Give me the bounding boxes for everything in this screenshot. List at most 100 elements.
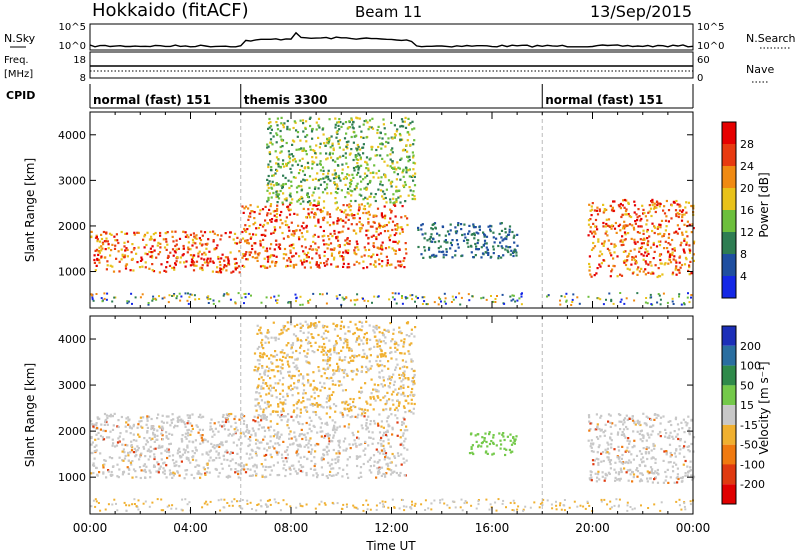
echo-cell <box>383 432 385 434</box>
echo-cell <box>300 373 302 375</box>
echo-cell <box>274 442 276 444</box>
echo-cell <box>422 233 424 235</box>
echo-cell <box>353 131 355 133</box>
echo-cell <box>385 403 387 405</box>
echo-cell <box>367 416 369 418</box>
echo-cell <box>475 254 477 256</box>
echo-cell <box>185 231 187 233</box>
echo-cell <box>377 177 379 179</box>
echo-cell <box>637 241 639 243</box>
echo-cell <box>256 454 258 456</box>
echo-cell <box>684 441 686 443</box>
echo-cell <box>257 440 259 442</box>
echo-cell <box>402 260 404 262</box>
echo-cell <box>359 329 361 331</box>
echo-cell <box>225 256 227 258</box>
echo-cell <box>272 411 274 413</box>
echo-cell <box>201 453 203 455</box>
echo-cell <box>293 213 295 215</box>
echo-cell <box>383 329 385 331</box>
echo-cell <box>373 465 375 467</box>
echo-cell <box>356 246 358 248</box>
echo-cell <box>282 175 284 177</box>
echo-cell <box>513 295 515 297</box>
echo-cell <box>607 225 609 227</box>
echo-cell <box>172 413 174 415</box>
echo-cell <box>650 294 652 296</box>
echo-cell <box>93 462 95 464</box>
echo-cell <box>189 415 191 417</box>
echo-cell <box>307 324 309 326</box>
echo-cell <box>263 224 265 226</box>
echo-cell <box>365 428 367 430</box>
echo-cell <box>665 432 667 434</box>
echo-cell <box>392 399 394 401</box>
echo-cell <box>651 201 653 203</box>
echo-cell <box>330 233 332 235</box>
echo-cell <box>131 243 133 245</box>
echo-cell <box>454 254 456 256</box>
echo-cell <box>675 259 677 261</box>
echo-cell <box>217 454 219 456</box>
echo-cell <box>379 360 381 362</box>
echo-cell <box>624 260 626 262</box>
echo-cell <box>477 239 479 241</box>
echo-cell <box>647 302 649 304</box>
echo-cell <box>320 226 322 228</box>
echo-cell <box>380 356 382 358</box>
echo-cell <box>314 188 316 190</box>
echo-cell <box>645 215 647 217</box>
echo-cell <box>334 202 336 204</box>
echo-cell <box>126 300 128 302</box>
echo-cell <box>392 137 394 139</box>
echo-cell <box>652 204 654 206</box>
echo-cell <box>336 363 338 365</box>
echo-cell <box>274 210 276 212</box>
echo-cell <box>355 232 357 234</box>
echo-cell <box>135 454 137 456</box>
echo-cell <box>395 198 397 200</box>
echo-cell <box>515 254 517 256</box>
echo-cell <box>315 248 317 250</box>
echo-cell <box>95 424 97 426</box>
echo-cell <box>241 205 243 207</box>
echo-cell <box>101 238 103 240</box>
echo-cell <box>666 225 668 227</box>
echo-cell <box>318 126 320 128</box>
echo-cell <box>284 248 286 250</box>
echo-cell <box>365 234 367 236</box>
echo-cell <box>345 163 347 165</box>
echo-cell <box>134 470 136 472</box>
echo-cell <box>641 242 643 244</box>
echo-cell <box>256 447 258 449</box>
echo-cell <box>126 233 128 235</box>
echo-cell <box>397 226 399 228</box>
echo-cell <box>594 245 596 247</box>
echo-cell <box>247 207 249 209</box>
echo-cell <box>361 356 363 358</box>
echo-cell <box>287 162 289 164</box>
echo-cell <box>325 158 327 160</box>
echo-cell <box>275 162 277 164</box>
echo-cell <box>166 261 168 263</box>
echo-cell <box>269 192 271 194</box>
echo-cell <box>292 375 294 377</box>
echo-cell <box>247 468 249 470</box>
echo-cell <box>663 482 665 484</box>
echo-cell <box>375 400 377 402</box>
echo-cell <box>277 411 279 413</box>
echo-cell <box>112 439 114 441</box>
echo-cell <box>395 366 397 368</box>
echo-cell <box>489 443 491 445</box>
echo-cell <box>509 246 511 248</box>
echo-cell <box>276 124 278 126</box>
echo-cell <box>602 471 604 473</box>
echo-cell <box>149 476 151 478</box>
echo-cell <box>317 124 319 126</box>
echo-cell <box>287 454 289 456</box>
echo-cell <box>371 148 373 150</box>
echo-cell <box>270 243 272 245</box>
echo-cell <box>324 435 326 437</box>
echo-cell <box>380 349 382 351</box>
echo-cell <box>243 266 245 268</box>
